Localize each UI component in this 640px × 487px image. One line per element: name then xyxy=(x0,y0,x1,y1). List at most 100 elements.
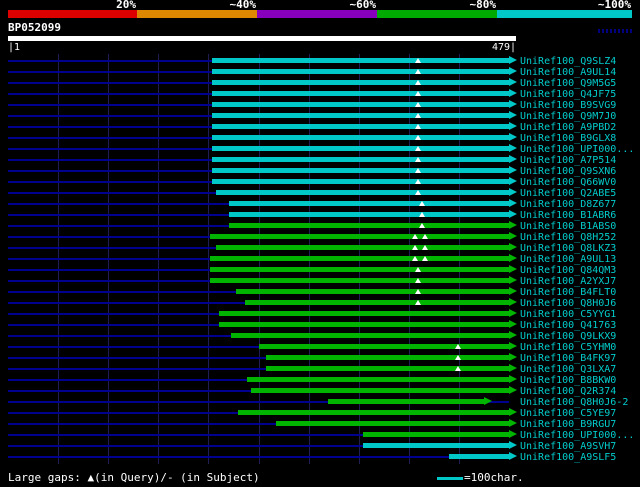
arrowhead-icon xyxy=(509,210,517,218)
alignment-bar[interactable] xyxy=(276,421,509,426)
hit-label[interactable]: UniRef100_C5YHM0 xyxy=(520,342,617,353)
alignment-bar[interactable] xyxy=(363,432,509,437)
query-name: BP052099 xyxy=(8,21,61,34)
key-segment-label: ~80% xyxy=(469,0,497,11)
arrowhead-icon xyxy=(509,166,517,174)
hit-label[interactable]: UniRef100_Q9LKX9 xyxy=(520,331,617,342)
hit-label[interactable]: UniRef100_Q8H252 xyxy=(520,232,617,243)
hit-label[interactable]: UniRef100_A9SVH7 xyxy=(520,441,617,452)
alignment-bar[interactable] xyxy=(236,289,509,294)
hit-label[interactable]: UniRef100_B1ABS0 xyxy=(520,221,617,232)
hit-label[interactable]: UniRef100_B1ABR6 xyxy=(520,210,617,221)
arrowhead-icon xyxy=(509,353,517,361)
hit-label[interactable]: UniRef100_A9PBD2 xyxy=(520,122,617,133)
alignment-bar[interactable] xyxy=(212,168,509,173)
alignment-bar[interactable] xyxy=(229,201,509,206)
arrowhead-icon xyxy=(509,254,517,262)
hit-label[interactable]: UniRef100_Q41763 xyxy=(520,320,617,331)
alignment-bar[interactable] xyxy=(212,135,509,140)
alignment-bar[interactable] xyxy=(259,344,510,349)
hit-label[interactable]: UniRef100_Q9SXN6 xyxy=(520,166,617,177)
hit-label[interactable]: UniRef100_A9UL13 xyxy=(520,254,617,265)
alignment-bar[interactable] xyxy=(229,223,509,228)
hit-label[interactable]: UniRef100_A9UL14 xyxy=(520,67,617,78)
hit-label[interactable]: UniRef100_Q3LXA7 xyxy=(520,364,617,375)
query-coverage-line xyxy=(8,368,509,370)
alignment-bar[interactable] xyxy=(247,377,509,382)
gap-marker-icon xyxy=(415,278,421,283)
hit-label[interactable]: UniRef100_D8Z677 xyxy=(520,199,617,210)
hit-label[interactable]: UniRef100_C5YYG1 xyxy=(520,309,617,320)
alignment-bar[interactable] xyxy=(238,410,509,415)
hit-label[interactable]: UniRef100_B4FLT0 xyxy=(520,287,617,298)
alignment-bar[interactable] xyxy=(210,256,509,261)
hit-label[interactable]: UniRef100_B9RGU7 xyxy=(520,419,617,430)
alignment-bar[interactable] xyxy=(212,113,509,118)
alignment-bar[interactable] xyxy=(245,300,509,305)
hit-label[interactable]: UniRef100_Q2R374 xyxy=(520,386,617,397)
gap-marker-icon xyxy=(419,201,425,206)
alignment-bar[interactable] xyxy=(219,322,509,327)
hit-label[interactable]: UniRef100_Q4JF75 xyxy=(520,89,617,100)
alignment-bar[interactable] xyxy=(266,366,509,371)
hit-label[interactable]: UniRef100_UPI000... xyxy=(520,144,635,155)
alignment-bar[interactable] xyxy=(216,245,509,250)
hit-label[interactable]: UniRef100_Q9SLZ4 xyxy=(520,56,617,67)
hit-label[interactable]: UniRef100_C5YE97 xyxy=(520,408,617,419)
hit-label[interactable]: UniRef100_UPI000... xyxy=(520,430,635,441)
key-segment-5: ~100% xyxy=(497,0,632,18)
alignment-bar[interactable] xyxy=(212,80,509,85)
alignment-bar[interactable] xyxy=(212,157,509,162)
alignment-bar[interactable] xyxy=(328,399,484,404)
arrowhead-icon xyxy=(509,408,517,416)
hit-label[interactable]: UniRef100_B9SVG9 xyxy=(520,100,617,111)
alignment-bar[interactable] xyxy=(231,333,509,338)
gap-marker-icon xyxy=(415,168,421,173)
alignment-bar[interactable] xyxy=(449,454,509,459)
alignment-bar[interactable] xyxy=(212,179,509,184)
alignment-bar[interactable] xyxy=(212,58,509,63)
alignment-bar[interactable] xyxy=(251,388,509,393)
arrowhead-icon xyxy=(509,364,517,372)
alignment-bar[interactable] xyxy=(229,212,509,217)
hit-label[interactable]: UniRef100_Q84QM3 xyxy=(520,265,617,276)
alignment-bar[interactable] xyxy=(216,190,509,195)
hit-label[interactable]: UniRef100_Q8H0J6 xyxy=(520,298,617,309)
unidentified-marker xyxy=(598,29,634,33)
query-coverage-line xyxy=(8,357,509,359)
alignment-bar[interactable] xyxy=(212,91,509,96)
hit-label[interactable]: UniRef100_A9SLF5 xyxy=(520,452,617,463)
gap-marker-icon xyxy=(422,256,428,261)
alignment-bar[interactable] xyxy=(212,146,509,151)
hit-label[interactable]: UniRef100_Q9M5G5 xyxy=(520,78,617,89)
alignment-bar[interactable] xyxy=(212,69,509,74)
arrowhead-icon xyxy=(509,155,517,163)
alignment-bar[interactable] xyxy=(210,267,509,272)
key-segment-3: ~60% xyxy=(257,0,377,18)
hit-label[interactable]: UniRef100_B9GLX8 xyxy=(520,133,617,144)
hit-label[interactable]: UniRef100_Q8H0J6-2 xyxy=(520,397,629,408)
hit-label[interactable]: UniRef100_B4FK97 xyxy=(520,353,617,364)
gap-marker-icon xyxy=(415,124,421,129)
hit-label[interactable]: UniRef100_B8BKW0 xyxy=(520,375,617,386)
key-segment-label: 20% xyxy=(116,0,136,11)
hit-label[interactable]: UniRef100_Q2ABE5 xyxy=(520,188,617,199)
alignment-bar[interactable] xyxy=(210,278,509,283)
alignment-bar[interactable] xyxy=(212,102,509,107)
alignment-bar[interactable] xyxy=(210,234,509,239)
alignment-bar[interactable] xyxy=(219,311,509,316)
arrowhead-icon xyxy=(509,100,517,108)
alignment-bar[interactable] xyxy=(363,443,509,448)
arrowhead-icon xyxy=(509,287,517,295)
hit-label[interactable]: UniRef100_Q66WV0 xyxy=(520,177,617,188)
key-segment-label: ~60% xyxy=(349,0,377,11)
alignment-bar[interactable] xyxy=(212,124,509,129)
hit-label[interactable]: UniRef100_Q8LKZ3 xyxy=(520,243,617,254)
hit-label[interactable]: UniRef100_A2YXJ7 xyxy=(520,276,617,287)
arrowhead-icon xyxy=(509,419,517,427)
alignment-bar[interactable] xyxy=(266,355,509,360)
hit-label[interactable]: UniRef100_Q9M7J0 xyxy=(520,111,617,122)
hit-label[interactable]: UniRef100_A7P514 xyxy=(520,155,617,166)
